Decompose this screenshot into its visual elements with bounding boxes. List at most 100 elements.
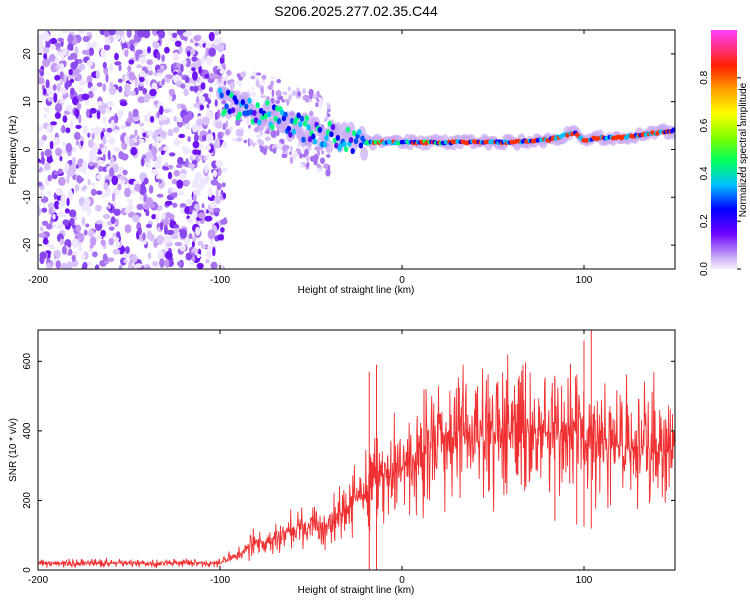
spectrogram-noise-cell bbox=[204, 144, 212, 151]
spectrogram-noise-cell bbox=[156, 136, 164, 142]
spectrogram-noise-cell bbox=[43, 32, 51, 42]
spectrogram-noise-cell bbox=[308, 98, 312, 103]
spectrogram-noise-cell bbox=[118, 78, 123, 83]
spectrogram-noise-cell bbox=[260, 86, 265, 95]
spectrogram-noise-cell bbox=[192, 194, 197, 202]
spectrogram-noise-cell bbox=[196, 90, 202, 96]
spectrogram-ridge-cell bbox=[330, 124, 336, 131]
spectrogram-y-ticks: -20 -10 0 10 20 bbox=[22, 48, 675, 252]
spectrogram-noise-cell bbox=[163, 237, 167, 246]
spectrogram-noise-cell bbox=[147, 252, 152, 260]
spectrogram-noise-cell bbox=[223, 80, 227, 86]
spectrogram-noise-cell bbox=[137, 96, 146, 104]
spectrogram-ridge-cell bbox=[342, 141, 347, 148]
spectrogram-noise-cell bbox=[323, 163, 329, 169]
spectrogram-noise-cell bbox=[124, 49, 129, 57]
snr-series-line bbox=[38, 354, 675, 569]
spectrogram-noise-cell bbox=[151, 168, 159, 176]
spectrogram-noise-cell bbox=[193, 35, 201, 42]
spectrogram-ridge-cell bbox=[265, 99, 270, 106]
spectrogram-noise-cell bbox=[95, 190, 103, 195]
spectrogram-noise-cell bbox=[165, 74, 174, 79]
spectrogram-noise-cell bbox=[113, 163, 119, 173]
spectrogram-noise-cell bbox=[302, 94, 308, 101]
spectrogram-noise-cell bbox=[192, 123, 199, 133]
spectrogram-noise-cell bbox=[82, 169, 87, 174]
spectrogram-noise-cell bbox=[284, 98, 287, 103]
spectrogram-noise-cell bbox=[108, 257, 115, 263]
spectrogram-noise-cell bbox=[162, 146, 170, 151]
spectrogram-noise-cell bbox=[77, 30, 86, 35]
spectrogram-y-tick-label: 0 bbox=[22, 146, 33, 152]
spectrogram-noise-cell bbox=[87, 132, 91, 138]
spectrogram-noise-cell bbox=[214, 121, 223, 129]
spectrogram-noise-cell bbox=[128, 111, 132, 120]
spectrogram-noise-cell bbox=[246, 117, 252, 126]
spectrogram-noise-cell bbox=[178, 190, 184, 196]
spectrogram-y-tick-label: 10 bbox=[22, 96, 33, 108]
spectrogram-noise-cell bbox=[106, 220, 113, 226]
spectrogram-noise-cell bbox=[126, 204, 135, 210]
spectrogram-ridge-cell bbox=[234, 98, 239, 105]
spectrogram-noise-cell bbox=[137, 30, 145, 38]
spectrogram-noise-cell bbox=[185, 252, 193, 261]
spectrogram-noise-cell bbox=[41, 134, 47, 141]
spectrogram-noise-cell bbox=[89, 149, 96, 158]
snr-panel: -200 -100 0 100 0 200 400 600 Height of straig… bbox=[8, 329, 676, 596]
spectrogram-ridge-cell bbox=[240, 99, 246, 106]
spectrogram-noise-cell bbox=[108, 237, 114, 246]
spectrogram-noise-cell bbox=[78, 63, 86, 71]
spectrogram-noise-cell bbox=[52, 213, 56, 220]
spectrogram-noise-cell bbox=[38, 39, 44, 48]
spectrogram-noise-cell bbox=[193, 175, 201, 183]
spectrogram-noise-cell bbox=[125, 90, 133, 96]
spectrogram-noise-cell bbox=[167, 171, 173, 180]
spectrogram-noise-cell bbox=[72, 96, 79, 106]
spectrogram-ridge-halo bbox=[360, 146, 369, 161]
spectrogram-noise-cell bbox=[169, 31, 173, 41]
spectrogram-noise-cell bbox=[111, 175, 119, 186]
spectrogram-noise-cell bbox=[306, 161, 310, 168]
spectrogram-cells bbox=[38, 30, 675, 269]
spectrogram-noise-cell bbox=[101, 146, 107, 154]
spectrogram-noise-cell bbox=[289, 156, 293, 165]
spectrogram-noise-cell bbox=[65, 163, 70, 170]
spectrogram-noise-cell bbox=[152, 261, 159, 267]
spectrogram-ridge-cell bbox=[244, 103, 249, 110]
spectrogram-noise-cell bbox=[71, 254, 76, 262]
spectrogram-noise-cell bbox=[271, 89, 275, 98]
spectrogram-noise-cell bbox=[132, 108, 139, 118]
spectrogram-noise-cell bbox=[153, 71, 158, 76]
spectrogram-noise-cell bbox=[215, 188, 219, 198]
spectrogram-noise-cell bbox=[182, 179, 191, 186]
spectrogram-noise-cell bbox=[80, 136, 85, 142]
spectrogram-noise-cell bbox=[164, 200, 173, 206]
spectrogram-noise-cell bbox=[75, 73, 83, 82]
spectrogram-noise-cell bbox=[45, 223, 53, 230]
spectrogram-noise-cell bbox=[53, 249, 61, 259]
spectrogram-noise-cell bbox=[76, 175, 82, 183]
spectrogram-noise-cell bbox=[164, 46, 170, 54]
spectrogram-noise-cell bbox=[289, 145, 293, 153]
spectrogram-noise-cell bbox=[88, 90, 94, 99]
spectrogram-noise-cell bbox=[182, 146, 190, 156]
spectrogram-noise-cell bbox=[167, 164, 174, 170]
spectrogram-noise-cell bbox=[206, 104, 210, 109]
spectrogram-ridge-cell bbox=[334, 142, 339, 149]
spectrogram-noise-cell bbox=[146, 230, 153, 241]
spectrogram-noise-cell bbox=[222, 167, 228, 173]
spectrogram-noise-cell bbox=[206, 97, 210, 102]
spectrogram-noise-cell bbox=[91, 188, 97, 196]
spectrogram-ridge-cell bbox=[245, 110, 250, 116]
spectrogram-noise-cell bbox=[59, 155, 63, 162]
spectrogram-noise-cell bbox=[306, 155, 310, 162]
spectrogram-noise-cell bbox=[55, 260, 61, 269]
spectrogram-noise-cell bbox=[44, 148, 52, 158]
spectrogram-x-ticks: -200 -100 0 100 bbox=[28, 30, 593, 286]
spectrogram-noise-cell bbox=[56, 82, 61, 93]
spectrogram-noise-cell bbox=[100, 48, 106, 59]
spectrogram-noise-cell bbox=[222, 140, 228, 150]
spectrogram-ridge-cell bbox=[298, 121, 303, 128]
spectrogram-noise-cell bbox=[147, 64, 153, 71]
spectrogram-noise-cell bbox=[122, 169, 128, 176]
